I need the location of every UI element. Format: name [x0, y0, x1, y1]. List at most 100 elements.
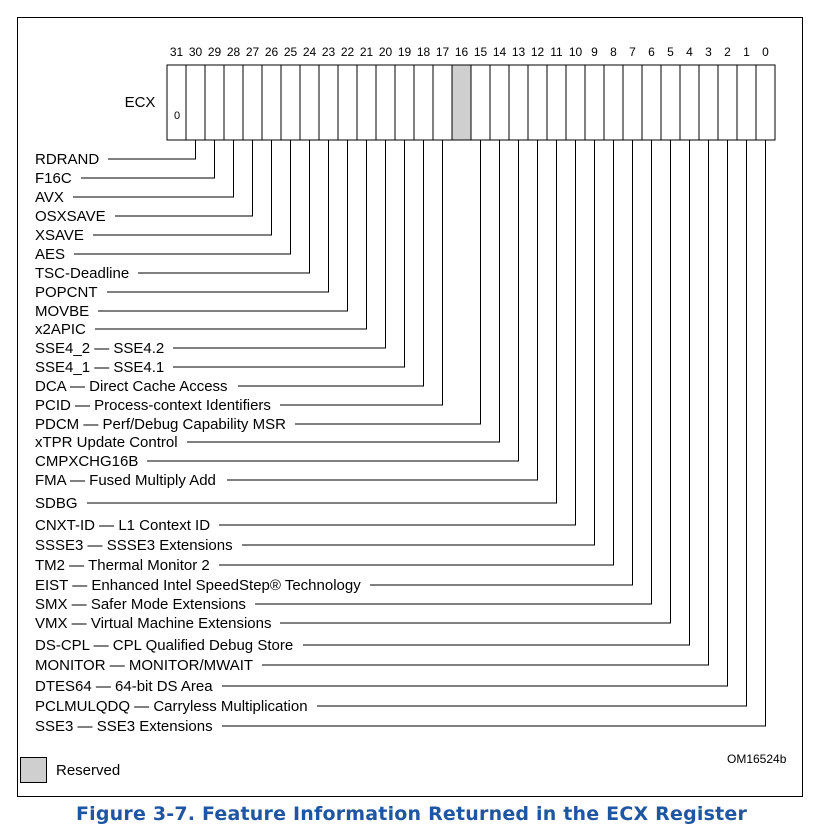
bit-number-label: 1	[743, 45, 750, 59]
bit-number-label: 3	[705, 45, 712, 59]
bit-number-label: 16	[455, 45, 469, 59]
feature-label-bit-17: PCID — Process-context Identifiers	[35, 397, 271, 414]
bit-number-label: 19	[398, 45, 412, 59]
feature-label-bit-25: AES	[35, 246, 65, 263]
bit-cell	[717, 64, 738, 141]
bit-cell	[698, 64, 719, 141]
bit-cell	[299, 64, 320, 141]
bit-cell	[318, 64, 339, 141]
feature-label-bit-24: TSC-Deadline	[35, 265, 129, 282]
feature-label-bit-30: RDRAND	[35, 151, 99, 168]
feature-label-bit-13: CMPXCHG16B	[35, 453, 138, 470]
bit-cell	[603, 64, 624, 141]
bit-cell	[755, 64, 776, 141]
figure-caption: Figure 3-7. Feature Information Returned…	[75, 803, 748, 825]
feature-label-bit-6: SMX — Safer Mode Extensions	[35, 596, 246, 613]
bit31-value: 0	[174, 110, 180, 122]
bit-cell	[508, 64, 529, 141]
feature-label-bit-2: DTES64 — 64-bit DS Area	[35, 678, 213, 695]
bit-cell	[166, 64, 187, 141]
bit-number-label: 20	[379, 45, 393, 59]
feature-label-bit-8: TM2 — Thermal Monitor 2	[35, 557, 210, 574]
bit-number-label: 14	[493, 45, 507, 59]
bit-number-label: 15	[474, 45, 488, 59]
feature-label-bit-26: XSAVE	[35, 227, 84, 244]
feature-label-bit-20: SSE4_2 — SSE4.2	[35, 340, 164, 357]
bit-number-label: 27	[246, 45, 260, 59]
bit-number-label: 12	[531, 45, 545, 59]
feature-label-bit-9: SSSE3 — SSSE3 Extensions	[35, 537, 233, 554]
feature-label-bit-10: CNXT-ID — L1 Context ID	[35, 517, 210, 534]
feature-label-bit-28: AVX	[35, 189, 64, 206]
bit-number-label: 24	[303, 45, 317, 59]
bit-cell	[660, 64, 681, 141]
bit-number-label: 18	[417, 45, 431, 59]
bit-cell	[413, 64, 434, 141]
bit-cell	[242, 64, 263, 141]
bit-cell	[565, 64, 586, 141]
feature-label-bit-14: xTPR Update Control	[35, 434, 178, 451]
bit-number-label: 8	[610, 45, 617, 59]
bit-cell	[337, 64, 358, 141]
bit-cell	[736, 64, 757, 141]
bit-number-label: 30	[189, 45, 203, 59]
bit-number-label: 10	[569, 45, 583, 59]
feature-label-bit-5: VMX — Virtual Machine Extensions	[35, 615, 272, 632]
reserved-legend-swatch	[20, 757, 47, 783]
bit-cell	[489, 64, 510, 141]
register-name: ECX	[125, 94, 156, 111]
bit-number-label: 28	[227, 45, 241, 59]
bit-cell	[394, 64, 415, 141]
feature-label-bit-4: DS-CPL — CPL Qualified Debug Store	[35, 637, 293, 654]
bit-number-label: 0	[762, 45, 769, 59]
bit-cell	[280, 64, 301, 141]
bit-cell	[261, 64, 282, 141]
bit-number-label: 7	[629, 45, 636, 59]
feature-label-bit-1: PCLMULQDQ — Carryless Multiplication	[35, 698, 308, 715]
feature-label-bit-7: EIST — Enhanced Intel SpeedStep® Technol…	[35, 577, 361, 594]
feature-label-bit-23: POPCNT	[35, 284, 98, 301]
feature-label-bit-0: SSE3 — SSE3 Extensions	[35, 718, 213, 735]
bit-number-label: 11	[550, 45, 563, 59]
bit-number-label: 26	[265, 45, 279, 59]
bit-number-label: 22	[341, 45, 355, 59]
figure-id: OM16524b	[727, 752, 787, 766]
bit-cell	[185, 64, 206, 141]
feature-label-bit-22: MOVBE	[35, 303, 89, 320]
bit-cell	[470, 64, 491, 141]
feature-label-bit-29: F16C	[35, 170, 72, 187]
bit-cell	[679, 64, 700, 141]
bit-number-label: 17	[436, 45, 450, 59]
bit-number-label: 29	[208, 45, 222, 59]
bit-number-label: 23	[322, 45, 336, 59]
feature-label-bit-19: SSE4_1 — SSE4.1	[35, 359, 164, 376]
diagram-frame	[17, 17, 803, 797]
bit-cell	[356, 64, 377, 141]
bit-number-label: 31	[170, 45, 184, 59]
bit-cell	[527, 64, 548, 141]
bit-cell	[546, 64, 567, 141]
reserved-bit-cell	[451, 64, 472, 141]
bit-cell	[204, 64, 225, 141]
bit-cell	[584, 64, 605, 141]
bit-number-label: 13	[512, 45, 526, 59]
bit-number-label: 25	[284, 45, 298, 59]
feature-label-bit-18: DCA — Direct Cache Access	[35, 378, 228, 395]
feature-label-bit-21: x2APIC	[35, 321, 86, 338]
feature-label-bit-3: MONITOR — MONITOR/MWAIT	[35, 657, 253, 674]
bit-cell	[641, 64, 662, 141]
bit-number-label: 6	[648, 45, 655, 59]
reserved-legend-label: Reserved	[56, 762, 121, 779]
bit-cell	[223, 64, 244, 141]
bit-number-label: 4	[686, 45, 693, 59]
bit-cell	[432, 64, 453, 141]
feature-label-bit-27: OSXSAVE	[35, 208, 106, 225]
feature-label-bit-12: FMA — Fused Multiply Add	[35, 472, 216, 489]
feature-label-bit-11: SDBG	[35, 495, 78, 512]
bit-number-label: 2	[724, 45, 731, 59]
bit-number-label: 21	[360, 45, 374, 59]
bit-cell	[375, 64, 396, 141]
bit-number-label: 9	[591, 45, 598, 59]
bit-cell	[622, 64, 643, 141]
